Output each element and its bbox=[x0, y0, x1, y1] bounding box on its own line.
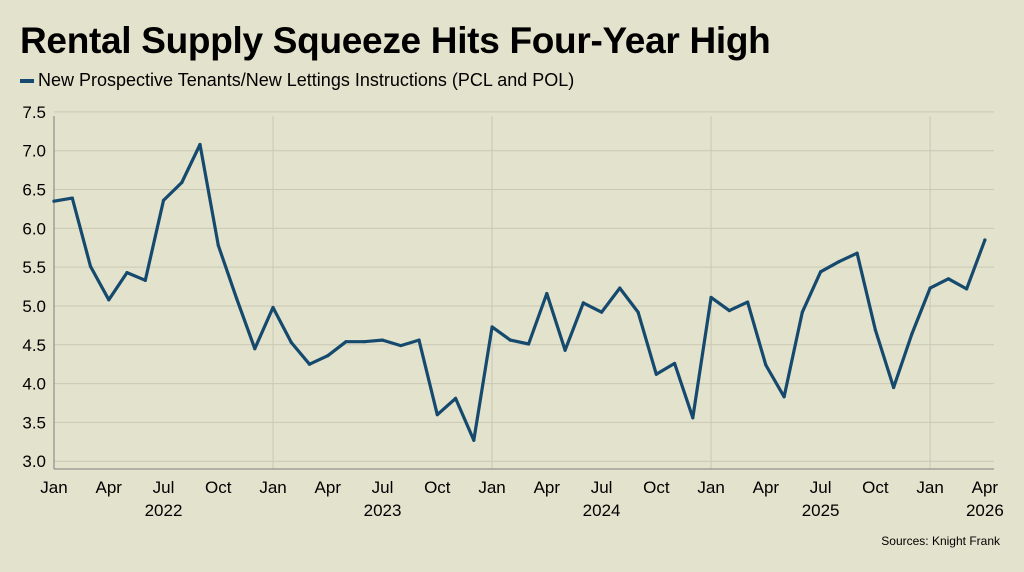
data-point bbox=[180, 180, 184, 185]
data-point bbox=[472, 438, 476, 442]
data-point bbox=[837, 260, 841, 264]
y-tick-label: 6.0 bbox=[22, 219, 46, 238]
data-point bbox=[362, 340, 366, 344]
data-point bbox=[70, 196, 74, 200]
x-tick-label: Apr bbox=[972, 478, 999, 497]
data-point bbox=[326, 354, 330, 358]
data-point bbox=[983, 238, 987, 242]
x-tick-label: Jul bbox=[591, 478, 613, 497]
data-point bbox=[271, 305, 275, 310]
data-point bbox=[216, 243, 220, 248]
data-point bbox=[508, 338, 512, 342]
y-tick-label: 3.5 bbox=[22, 413, 46, 432]
data-point bbox=[52, 199, 56, 203]
x-tick-label: Jan bbox=[40, 478, 67, 497]
y-tick-label: 7.5 bbox=[22, 103, 46, 122]
x-tick-label: Apr bbox=[315, 478, 342, 497]
data-point bbox=[453, 396, 458, 400]
data-point bbox=[417, 338, 421, 342]
data-point bbox=[161, 198, 166, 202]
data-point bbox=[654, 372, 658, 376]
y-tick-label: 5.5 bbox=[22, 258, 46, 277]
x-tick-label: Jul bbox=[153, 478, 175, 497]
y-tick-label: 4.5 bbox=[22, 336, 46, 355]
data-point bbox=[910, 332, 914, 336]
data-point bbox=[253, 347, 257, 351]
data-point bbox=[892, 385, 896, 390]
data-point bbox=[289, 340, 293, 345]
x-tick-label: Oct bbox=[205, 478, 232, 497]
data-point bbox=[965, 287, 969, 291]
data-point bbox=[526, 342, 531, 346]
data-point bbox=[490, 325, 494, 329]
legend: New Prospective Tenants/New Lettings Ins… bbox=[20, 70, 574, 91]
y-tick-label: 7.0 bbox=[22, 142, 46, 161]
data-point bbox=[545, 291, 549, 296]
y-tick-label: 4.0 bbox=[22, 375, 46, 394]
y-tick-label: 6.5 bbox=[22, 181, 46, 200]
legend-label: New Prospective Tenants/New Lettings Ins… bbox=[38, 70, 575, 90]
data-point bbox=[636, 310, 640, 314]
year-label: 2026 bbox=[966, 501, 1004, 520]
x-tick-label: Jul bbox=[810, 478, 832, 497]
data-point bbox=[399, 343, 403, 348]
data-point bbox=[234, 296, 239, 300]
x-tick-label: Jan bbox=[259, 478, 286, 497]
source-note: Sources: Knight Frank bbox=[881, 534, 1000, 548]
data-point bbox=[764, 363, 768, 367]
data-point bbox=[819, 270, 823, 274]
data-point bbox=[782, 395, 786, 399]
series-line bbox=[52, 142, 987, 442]
data-point bbox=[709, 295, 713, 300]
data-point bbox=[745, 300, 750, 304]
x-tick-label: Jan bbox=[697, 478, 724, 497]
data-point bbox=[727, 309, 731, 313]
y-tick-label: 5.0 bbox=[22, 297, 46, 316]
data-point bbox=[380, 338, 385, 342]
chart-title: Rental Supply Squeeze Hits Four-Year Hig… bbox=[20, 20, 771, 61]
year-label: 2022 bbox=[145, 501, 183, 520]
year-label: 2024 bbox=[583, 501, 621, 520]
data-point bbox=[618, 286, 622, 290]
y-tick-label: 3.0 bbox=[22, 452, 46, 471]
year-label: 2023 bbox=[364, 501, 402, 520]
x-tick-label: Jul bbox=[372, 478, 394, 497]
data-point bbox=[107, 298, 111, 302]
data-point bbox=[307, 362, 312, 366]
data-point bbox=[946, 277, 950, 281]
x-tick-label: Oct bbox=[424, 478, 451, 497]
legend-swatch bbox=[20, 78, 34, 83]
data-point bbox=[855, 251, 859, 255]
x-tick-label: Jan bbox=[916, 478, 943, 497]
data-point bbox=[125, 270, 129, 275]
data-point bbox=[800, 310, 804, 314]
data-point bbox=[88, 264, 93, 268]
data-point bbox=[873, 328, 877, 332]
x-tick-label: Oct bbox=[862, 478, 889, 497]
x-tick-label: Oct bbox=[643, 478, 670, 497]
data-point bbox=[563, 348, 567, 352]
data-point bbox=[344, 340, 348, 344]
data-point bbox=[143, 278, 147, 282]
x-tick-label: Apr bbox=[753, 478, 780, 497]
data-point bbox=[435, 413, 439, 417]
data-point bbox=[198, 142, 202, 147]
data-point bbox=[672, 361, 677, 366]
x-tick-label: Jan bbox=[478, 478, 505, 497]
year-label: 2025 bbox=[802, 501, 840, 520]
data-point bbox=[581, 301, 585, 305]
data-point bbox=[928, 286, 932, 290]
x-tick-label: Apr bbox=[96, 478, 123, 497]
x-tick-label: Apr bbox=[534, 478, 561, 497]
data-point bbox=[691, 416, 695, 420]
data-point bbox=[599, 310, 604, 314]
